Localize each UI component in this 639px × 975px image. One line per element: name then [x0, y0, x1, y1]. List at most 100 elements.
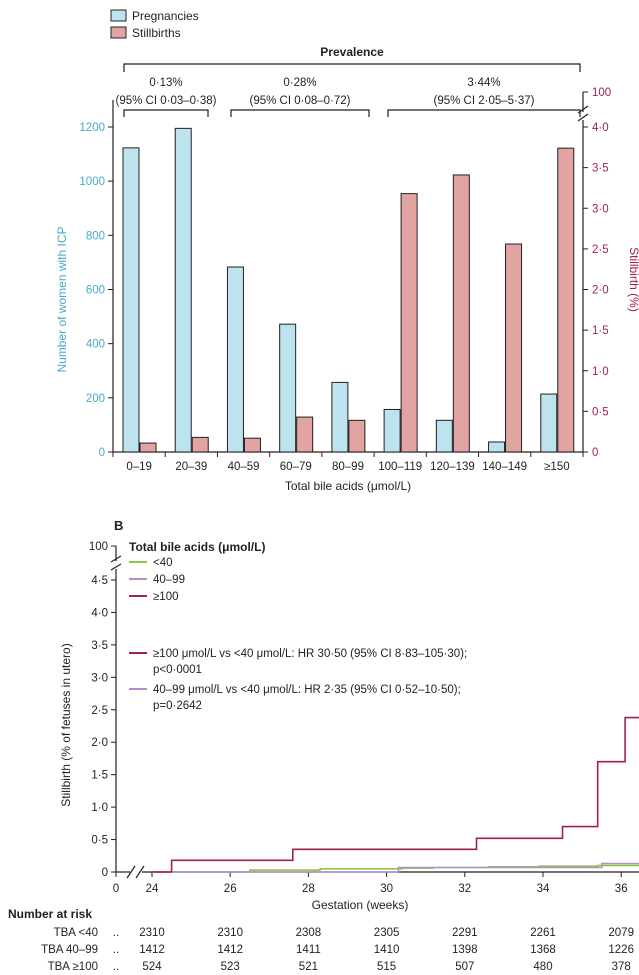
y-axis-tick-label: 3·0 [91, 672, 108, 684]
right-axis-label: Stillbirth (%) [627, 247, 639, 312]
bar-stillbirths [505, 243, 523, 453]
risk-table-row-label: TBA 40–99 [41, 944, 98, 956]
risk-table-cell: 2310 [217, 927, 243, 939]
risk-table-cell: 480 [533, 961, 552, 973]
prevalence-ci: (95% CI 0·03–0·38) [116, 95, 217, 107]
prevalence-value: 0·28% [283, 77, 316, 89]
annotation-text: ≥100 μmol/L vs <40 μmol/L: HR 30·50 (95%… [153, 648, 467, 660]
left-axis-tick-label: 1200 [79, 122, 105, 134]
bar-pregnancies [122, 147, 140, 453]
y-axis-tick-label: 4·0 [91, 607, 108, 619]
bar-pregnancies [488, 441, 506, 453]
right-axis-tick-label: 2·5 [592, 244, 609, 256]
risk-table-cell: 1412 [139, 944, 165, 956]
bar-stillbirths [557, 147, 575, 453]
left-axis-tick-label: 1000 [79, 176, 105, 188]
x-axis-tick-label: ≥150 [544, 461, 570, 473]
axis-break-mark [135, 865, 145, 879]
x-axis-tick-label: 26 [224, 883, 237, 895]
x-axis-tick-label: 32 [458, 883, 471, 895]
annotation-text: 40–99 μmol/L vs <40 μmol/L: HR 2·35 (95%… [153, 684, 461, 696]
panel-b: B 100 0 0·5 1·0 1·5 2·0 2·5 3·0 3·5 4·0 4·5 Stillbir… [59, 518, 639, 912]
right-axis-tick-label: 1·0 [592, 366, 609, 378]
prevalence-group-bracket [123, 109, 209, 117]
bar-pregnancies [279, 323, 297, 453]
x-axis-tick-label: 30 [380, 883, 393, 895]
risk-table-row-label: TBA ≥100 [48, 961, 98, 973]
risk-table-cell: 1410 [374, 944, 400, 956]
left-axis-tick-label: 600 [86, 285, 105, 297]
prevalence-group-bracket [230, 109, 370, 117]
y-axis-tick-label: 4·5 [91, 575, 108, 587]
panel-a: Pregnancies Stillbirths Prevalence 0·13% (9… [55, 9, 639, 493]
bar-pregnancies [226, 266, 244, 453]
legend-swatch-stillbirths [110, 26, 127, 39]
legend-label-series-0: <40 [153, 557, 173, 569]
right-axis-break-label: 100 [592, 87, 611, 99]
risk-table-cell: 524 [142, 961, 162, 973]
prevalence-title: Prevalence [320, 45, 384, 59]
bar-pregnancies [435, 419, 453, 453]
x-axis-tick-label: 80–99 [332, 461, 364, 473]
bar-pregnancies [540, 393, 558, 453]
risk-table-cell: 1412 [217, 944, 243, 956]
panel-b-axes: B 100 0 0·5 1·0 1·5 2·0 2·5 3·0 3·5 4·0 4·5 Stillbir… [59, 518, 639, 912]
risk-table-row-label: TBA <40 [54, 927, 98, 939]
axis-break-mark [126, 865, 136, 879]
bar-stillbirths [348, 419, 366, 453]
y-axis-tick-label: 2·5 [91, 705, 108, 717]
panel-b-lines [152, 716, 639, 873]
prevalence-value: 0·13% [149, 77, 182, 89]
x-axis-tick-label: 0 [113, 883, 119, 895]
risk-table-cell: 2310 [139, 927, 165, 939]
right-axis-tick-label: 3·5 [592, 163, 609, 175]
x-axis-tick-label: 0–19 [126, 461, 152, 473]
right-axis-tick-label: 0 [592, 447, 598, 459]
risk-table-cell: 521 [299, 961, 318, 973]
risk-table-cell: .. [113, 961, 119, 973]
legend-label-series-2: ≥100 [153, 591, 179, 603]
x-axis-tick-label: 100–119 [378, 461, 422, 473]
risk-table-cell: 507 [455, 961, 474, 973]
risk-table: Number at risk TBA <40.. 2310 2310 2308 2305 2… [8, 907, 634, 973]
y-axis-label: Stillbirth (% of fetuses in utero) [59, 643, 73, 806]
prevalence-ci: (95% CI 2·05–5·37) [434, 95, 535, 107]
right-axis-tick-label: 0·5 [592, 406, 609, 418]
prevalence-value: 3·44% [467, 77, 500, 89]
bar-stillbirths [296, 416, 314, 453]
annotation-text: p=0·2642 [153, 700, 202, 712]
x-axis-tick-label: 20–39 [175, 461, 207, 473]
axis-break-mark [110, 563, 122, 571]
axis-break-mark [110, 555, 122, 563]
x-axis-label: Gestation (weeks) [312, 898, 409, 912]
annotation-text: p<0·0001 [153, 664, 202, 676]
bar-stillbirths [400, 193, 418, 453]
risk-table-cell: 515 [377, 961, 396, 973]
left-axis-tick-label: 0 [99, 447, 105, 459]
legend-title: Total bile acids (μmol/L) [129, 540, 265, 554]
risk-table-title: Number at risk [8, 907, 92, 921]
bar-pregnancies [331, 381, 349, 453]
risk-table-cell: 1368 [530, 944, 556, 956]
right-axis-tick-label: 2·0 [592, 285, 609, 297]
left-axis-tick-label: 800 [86, 230, 105, 242]
legend-swatch-pregnancies [110, 9, 127, 22]
risk-table-cell: 2291 [452, 927, 478, 939]
prevalence-ci: (95% CI 0·08–0·72) [250, 95, 351, 107]
axis-break-mark [577, 105, 589, 114]
y-axis-tick-label: 1·0 [91, 802, 108, 814]
bar-pregnancies [383, 408, 401, 453]
legend-label-pregnancies: Pregnancies [132, 9, 199, 23]
risk-table-cell: 378 [612, 961, 631, 973]
panel-a-legend: Pregnancies Stillbirths [110, 9, 199, 40]
risk-table-cell: 523 [221, 961, 240, 973]
risk-table-cell: 2079 [608, 927, 634, 939]
panel-label: B [114, 518, 123, 533]
x-axis-tick-label: 120–139 [430, 461, 475, 473]
km-line-series-2 [152, 716, 639, 873]
left-axis-label: Number of women with ICP [55, 226, 69, 372]
bar-stillbirths [139, 442, 157, 453]
y-axis-tick-label: 3·5 [91, 640, 108, 652]
